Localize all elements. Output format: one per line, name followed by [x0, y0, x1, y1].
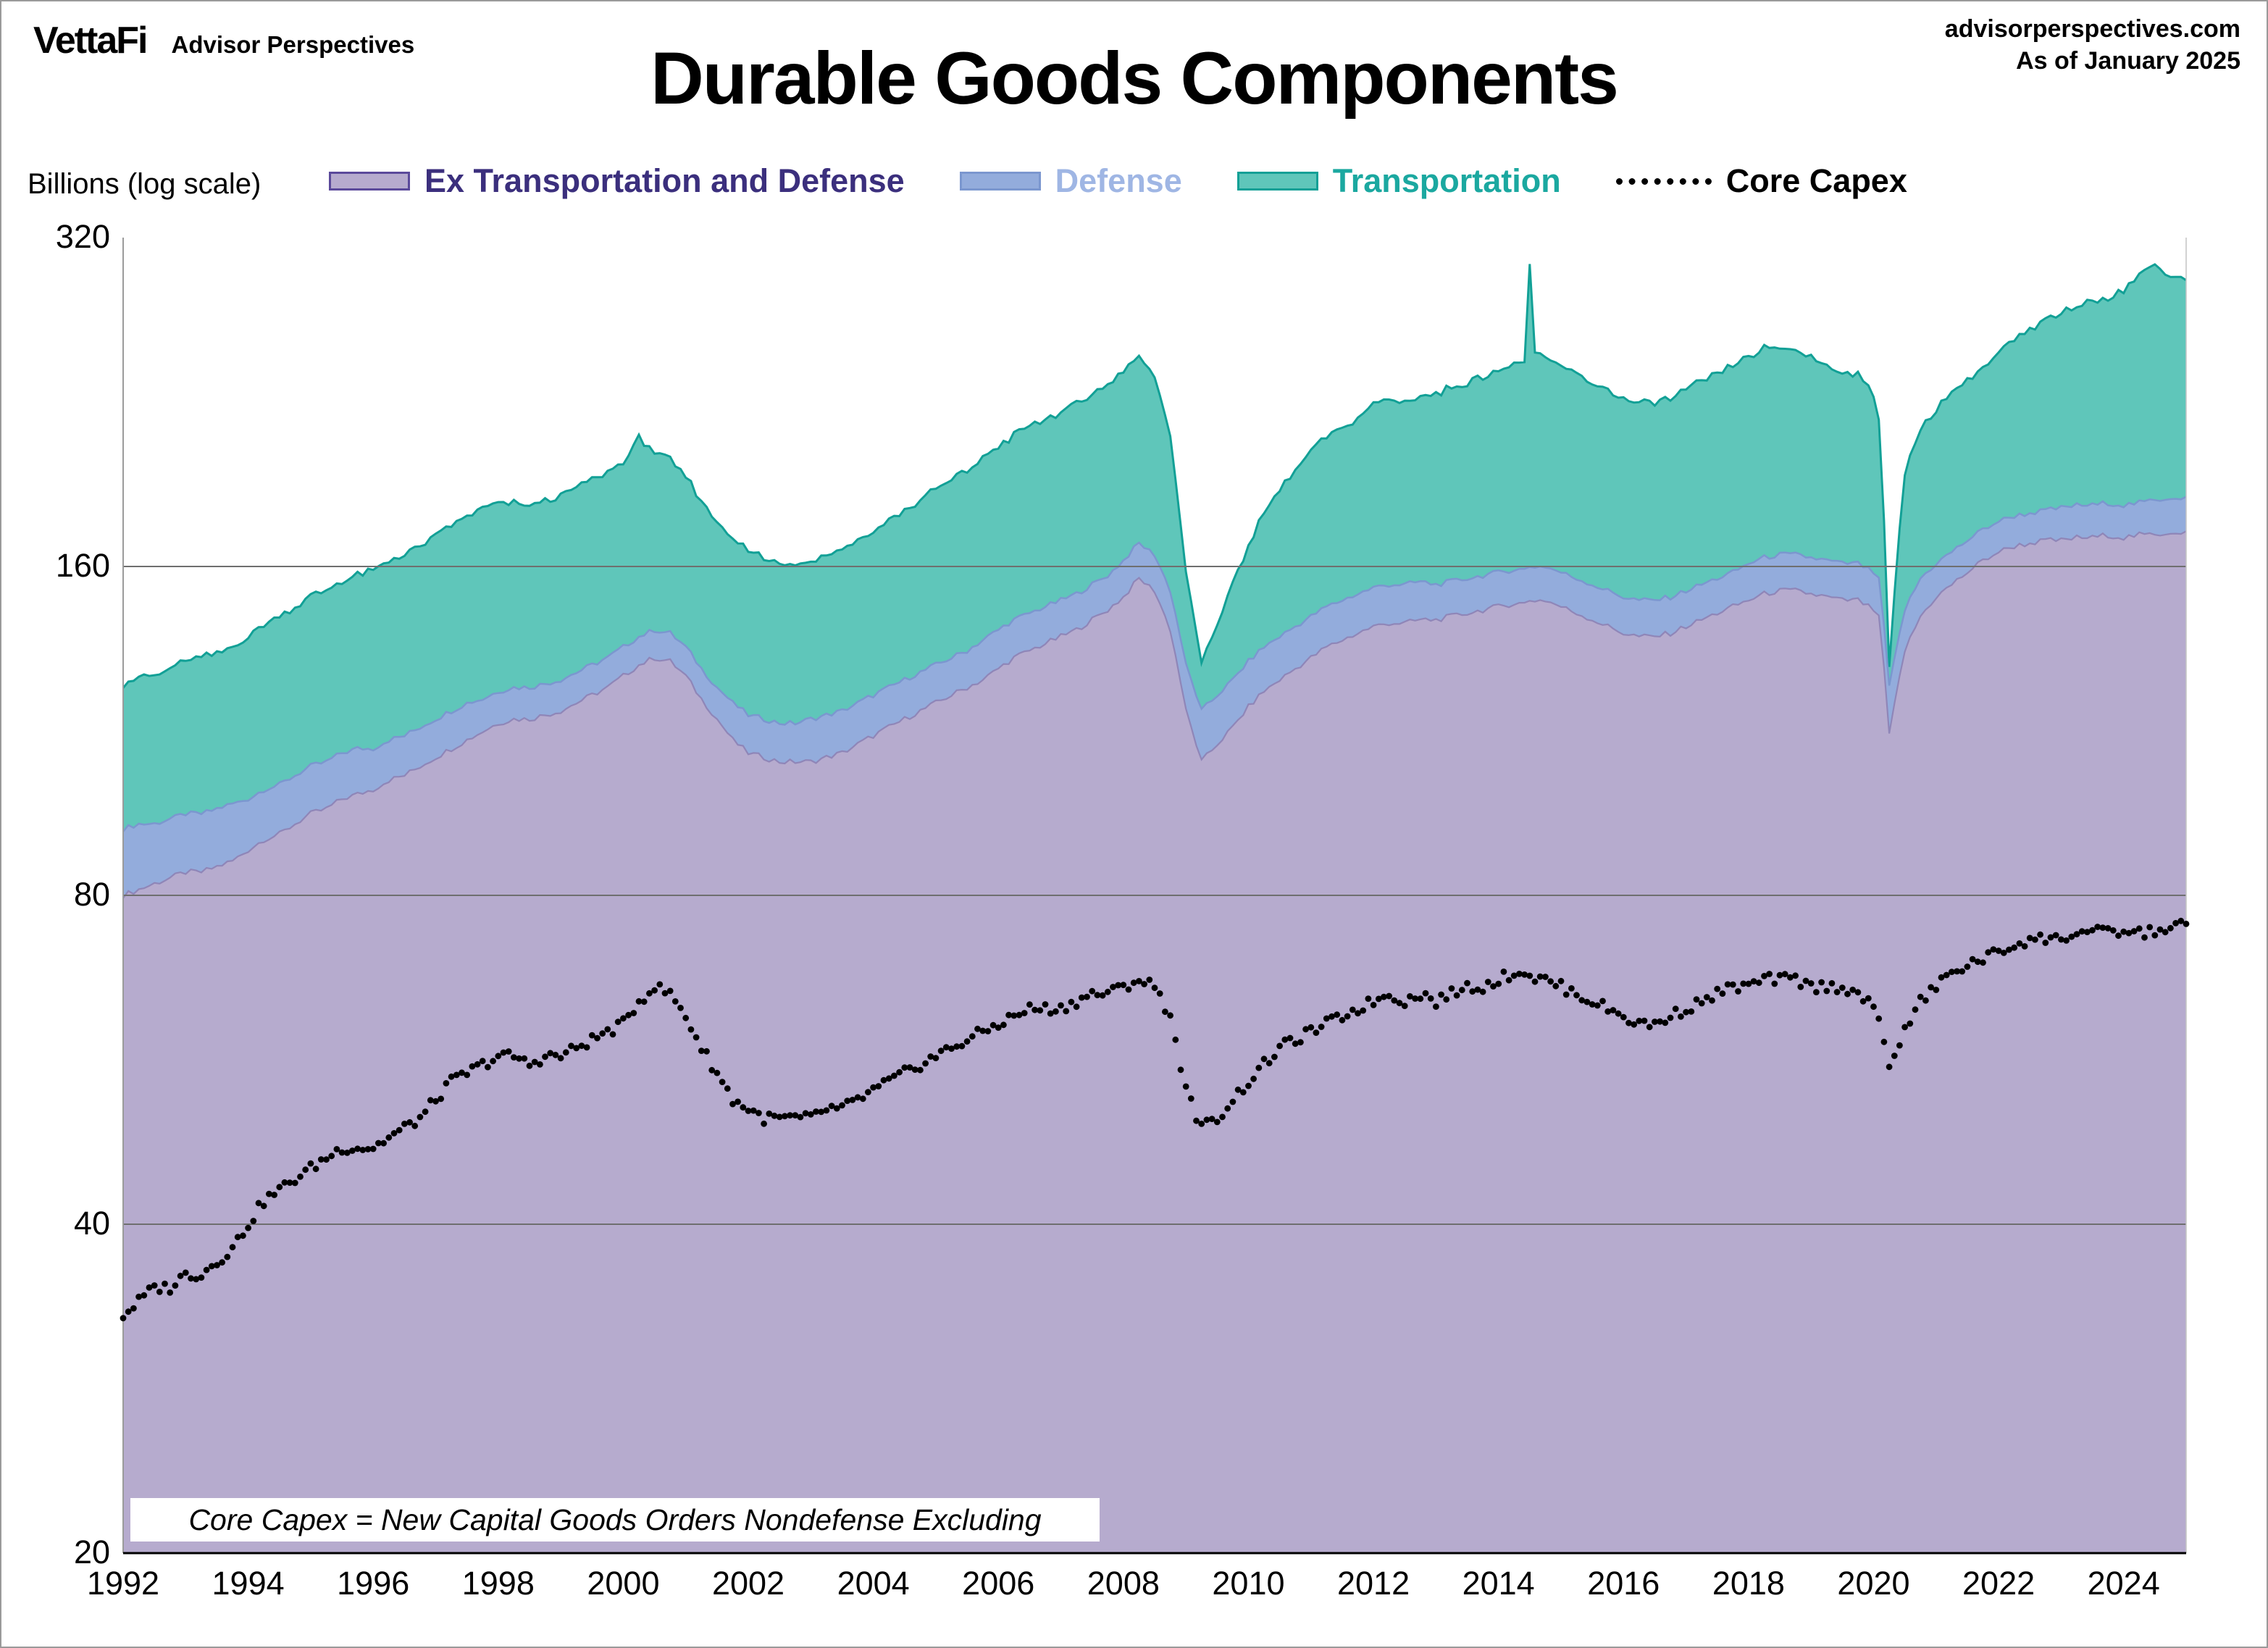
y-tick-label: 320: [55, 218, 110, 255]
as-of-date: As of January 2025: [2016, 47, 2240, 75]
legend-label: Defense: [1055, 162, 1182, 199]
legend-label: Ex Transportation and Defense: [424, 162, 905, 199]
legend-item-core-capex: Core Capex: [1615, 162, 1907, 200]
y-tick-label: 80: [73, 876, 110, 913]
source-attribution: advisorperspectives.com As of January 20…: [1945, 13, 2240, 77]
chart-legend: Ex Transportation and Defense Defense Tr…: [329, 162, 1907, 200]
x-tick-label: 2004: [837, 1565, 910, 1602]
defense-swatch: [959, 172, 1041, 191]
legend-item-ex-transportation-defense: Ex Transportation and Defense: [329, 162, 905, 200]
vettafi-logo: VettaFi: [33, 20, 148, 62]
legend-label: Core Capex: [1725, 162, 1907, 199]
source-url: advisorperspectives.com: [1944, 15, 2240, 43]
x-tick-label: 2022: [1962, 1565, 2035, 1602]
x-tick-label: 2014: [1462, 1565, 1535, 1602]
y-tick-label: 20: [73, 1534, 110, 1570]
core-capex-dotted-line-swatch: [1615, 177, 1712, 185]
x-tick-label: 1992: [86, 1565, 160, 1602]
x-tick-label: 2018: [1712, 1565, 1785, 1602]
core-capex-definition-note: Core Capex = New Capital Goods Orders No…: [130, 1498, 1100, 1542]
x-tick-label: 2024: [2087, 1565, 2160, 1602]
x-tick-label: 2008: [1087, 1565, 1160, 1602]
chart-title: Durable Goods Components: [650, 37, 1619, 120]
x-tick-label: 2020: [1837, 1565, 1910, 1602]
y-tick-label: 40: [73, 1205, 110, 1242]
x-tick-label: 2012: [1336, 1565, 1410, 1602]
transportation-swatch: [1236, 172, 1318, 191]
ex-transportation-defense-swatch: [329, 172, 410, 191]
x-tick-label: 2002: [711, 1565, 785, 1602]
x-tick-label: 2000: [587, 1565, 660, 1602]
advisor-perspectives-label: Advisor Perspectives: [171, 31, 415, 58]
legend-item-transportation: Transportation: [1236, 162, 1561, 200]
x-tick-label: 2010: [1212, 1565, 1285, 1602]
y-axis-title: Billions (log scale): [28, 168, 261, 200]
legend-label: Transportation: [1332, 162, 1561, 199]
legend-item-defense: Defense: [959, 162, 1182, 200]
x-tick-label: 1994: [212, 1565, 285, 1602]
y-tick-label: 160: [55, 547, 110, 584]
x-tick-label: 1998: [461, 1565, 535, 1602]
brand-header: VettaFi Advisor Perspectives: [33, 19, 414, 62]
x-tick-label: 2006: [962, 1565, 1035, 1602]
x-tick-label: 2016: [1587, 1565, 1660, 1602]
x-tick-label: 1996: [337, 1565, 410, 1602]
